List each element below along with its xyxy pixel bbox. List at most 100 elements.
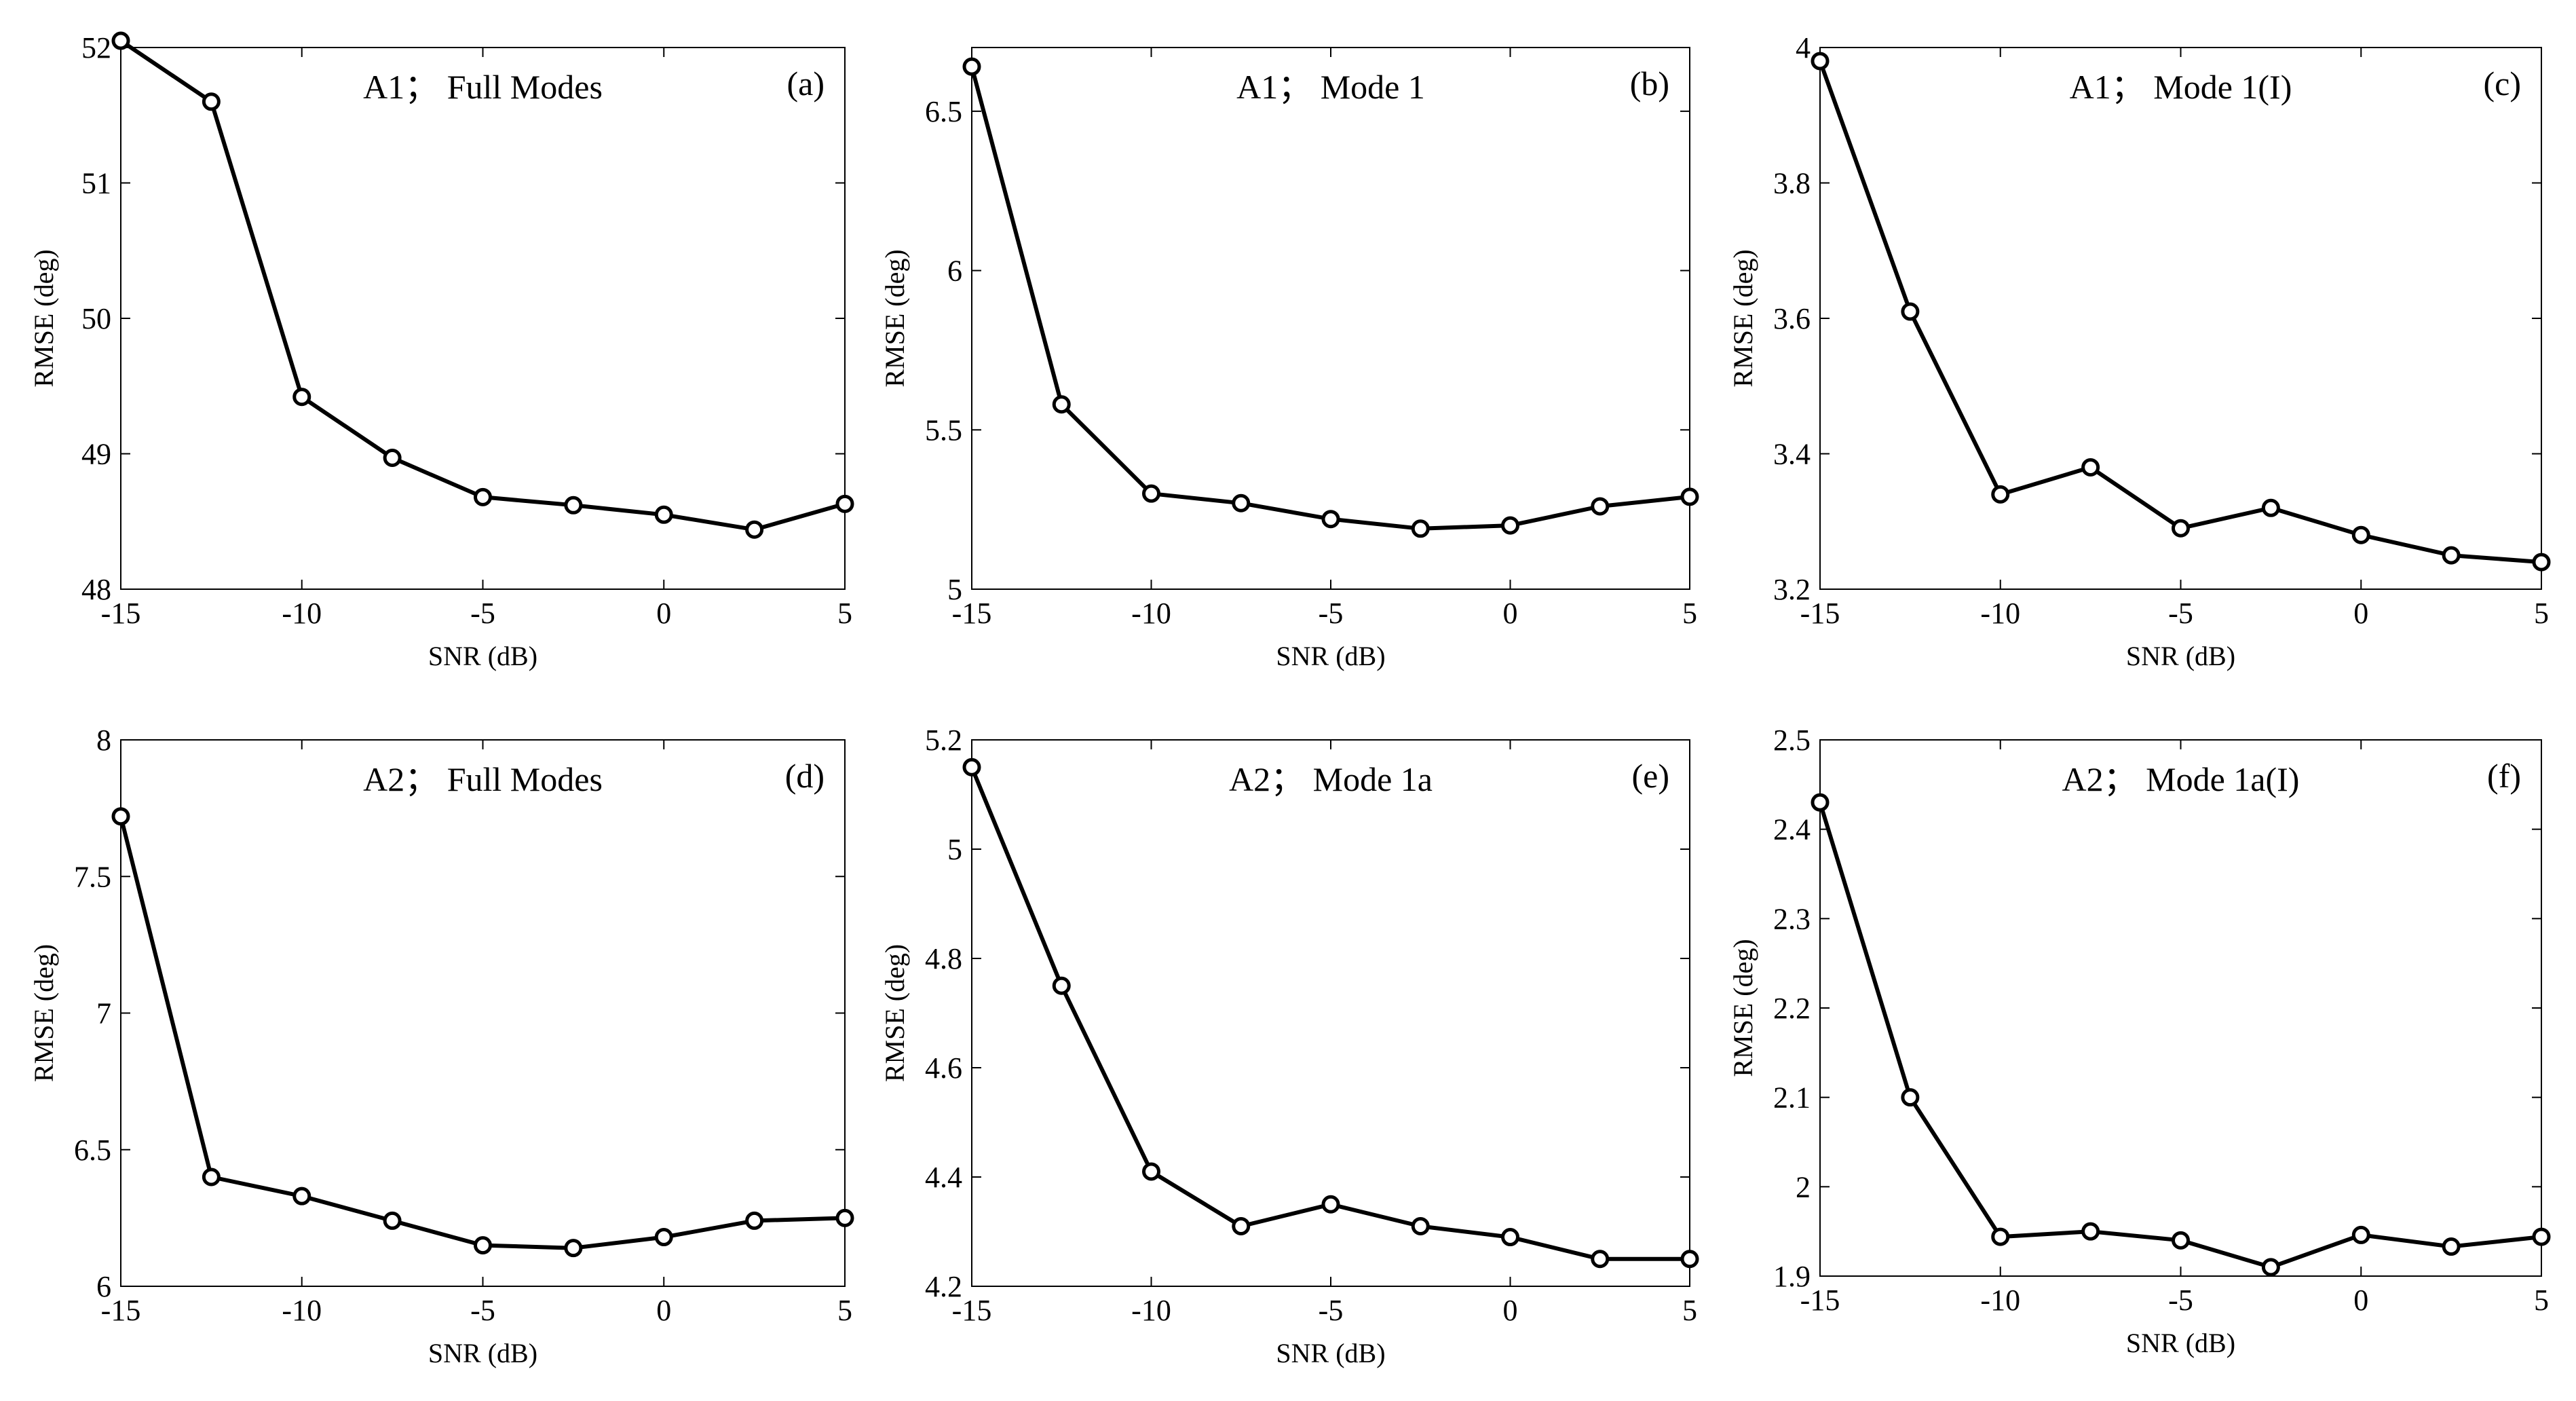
y-tick-label: 48 [81,573,111,606]
chart-title: A1； Mode 1(I) [2070,68,2292,106]
x-tick-label: 0 [2353,597,2368,630]
data-point [2532,1227,2551,1246]
plot-frame [120,739,846,1287]
data-point [654,505,673,524]
data-point [1591,1250,1610,1269]
y-axis-label: RMSE (deg) [1728,249,1758,387]
x-tick-label: 5 [837,597,852,630]
x-tick-label: -15 [1800,597,1840,630]
y-axis-label: RMSE (deg) [29,944,59,1082]
data-point [2351,1225,2370,1244]
y-tick-label: 8 [96,724,111,757]
chart-panel-a: -15 -10 -5 0 5 48 49 50 51 52 SNR (dB) RMSE (deg) A1… [29,31,854,671]
y-tick-label: 2.4 [1773,813,1811,846]
data-point [2172,519,2190,538]
y-tick-label: 4.8 [925,942,962,975]
data-point [835,494,854,513]
data-point [383,1211,402,1230]
data-point [2532,553,2551,572]
x-axis-label: SNR (dB) [1276,1338,1385,1368]
x-tick-label: -5 [470,597,495,630]
series-line [119,815,846,1250]
panel-tag: (a) [787,64,825,102]
y-axis-label: RMSE (deg) [879,249,910,387]
data-point [1591,497,1610,516]
x-tick-label: 5 [1682,597,1697,630]
data-point [1811,793,1830,812]
data-point [2081,457,2100,477]
x-tick-label: -5 [470,1294,495,1327]
y-tick-label: 2.2 [1773,992,1811,1025]
data-point [2442,1237,2461,1256]
data-point [1501,516,1519,535]
panel-tag: (d) [785,757,825,795]
series-line [970,66,1690,531]
x-tick-label: 0 [2353,1284,2368,1317]
panel-tag: (e) [1632,757,1670,795]
data-point [2081,1222,2100,1241]
y-tick-label: 5 [947,573,962,606]
data-point [1321,510,1340,529]
chart-panel-d: -15 -10 -5 0 5 6 6.5 7 7.5 8 SNR (dB) RMSE (deg) A2；… [29,724,854,1368]
x-tick-label: -15 [101,1294,141,1327]
panel-tag: (b) [1630,64,1669,102]
data-point [2261,498,2280,517]
x-axis-label: SNR (dB) [1276,641,1385,671]
y-tick-label: 3.6 [1773,302,1811,335]
chart-panel-f: -15 -10 -5 0 5 1.9 2 2.1 2.2 2.3 2.4 2.5 SNR (dB) RMS… [1728,724,2551,1358]
data-point [1142,484,1160,503]
y-tick-label: 5.5 [925,413,962,447]
x-axis-label: SNR (dB) [428,1338,537,1368]
data-point [202,92,221,111]
x-tick-label: -5 [2168,1284,2193,1317]
data-point [2351,525,2370,544]
data-point [1052,976,1071,995]
x-tick-label: 0 [656,1294,671,1327]
data-point [962,57,981,76]
data-point [2442,546,2461,565]
chart-title: A2； Mode 1a(I) [2062,760,2300,798]
chart-panel-e: -15 -10 -5 0 5 4.2 4.4 4.6 4.8 5 5.2 SNR (dB) RMSE (… [879,724,1699,1368]
chart-title: A2； Full Modes [363,760,603,798]
x-tick-label: -5 [2168,597,2193,630]
data-point [111,31,130,50]
y-tick-label: 4.6 [925,1051,962,1085]
plot-frame [1819,47,2542,590]
data-point [1142,1162,1160,1181]
x-tick-label: 5 [837,1294,852,1327]
y-tick-label: 4.4 [925,1161,962,1194]
y-tick-label: 2.1 [1773,1081,1811,1115]
data-point [1501,1228,1519,1247]
panel-tag: (f) [2487,757,2521,795]
data-point [1991,1227,2010,1246]
y-axis-label: RMSE (deg) [879,944,910,1082]
data-point [474,487,492,506]
series-line [1818,60,2542,565]
data-point [1052,395,1071,414]
x-tick-label: 5 [2534,597,2549,630]
y-tick-label: 5 [947,833,962,866]
series-line [119,39,846,532]
y-tick-label: 4 [1796,31,1811,64]
x-tick-label: -10 [1131,1294,1171,1327]
data-point [111,807,130,826]
x-tick-label: -15 [1800,1284,1840,1317]
panel-tag: (c) [2484,64,2522,102]
data-point [962,758,981,777]
chart-panel-c: -15 -10 -5 0 5 3.2 3.4 3.6 3.8 4 SNR (dB) RMSE (deg… [1728,31,2551,671]
y-tick-label: 1.9 [1773,1260,1811,1293]
data-point [1901,302,1920,321]
data-point [835,1208,854,1227]
x-tick-label: -10 [1131,597,1171,630]
y-tick-label: 6 [96,1270,111,1303]
y-tick-label: 7.5 [74,860,111,893]
data-point [1411,1216,1430,1235]
data-point [745,520,764,539]
x-tick-label: -10 [1980,597,2020,630]
y-tick-label: 7 [96,997,111,1030]
x-tick-label: -10 [1980,1284,2020,1317]
x-tick-label: 0 [1503,597,1518,630]
data-point [1991,485,2010,504]
data-point [1321,1195,1340,1214]
data-point [383,448,402,467]
